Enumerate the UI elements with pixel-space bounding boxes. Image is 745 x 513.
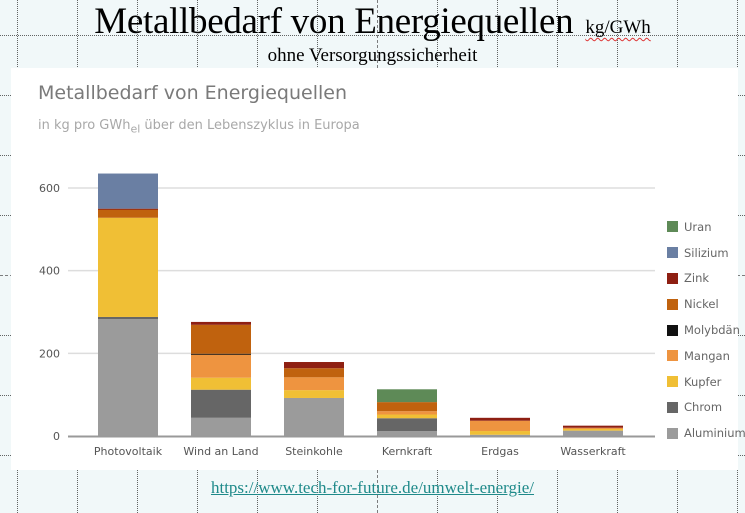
- bar-segment-aluminium: [98, 319, 158, 436]
- bar-segment-nickel: [98, 209, 158, 218]
- legend-label: Kupfer: [684, 374, 722, 389]
- bar-segment-mangan: [191, 354, 251, 378]
- y-tick-label: 0: [53, 430, 60, 443]
- legend-item: Uran: [667, 214, 745, 240]
- legend-item: Chrom: [667, 395, 745, 421]
- x-tick-label: Wind an Land: [183, 445, 258, 458]
- legend-label: Aluminium: [684, 426, 745, 441]
- legend-item: Zink: [667, 266, 745, 292]
- chart-subtitle-sub: el: [130, 122, 141, 136]
- bar-segment-chrom: [377, 418, 437, 432]
- legend-label: Zink: [684, 271, 710, 286]
- legend-label: Uran: [684, 219, 712, 234]
- bar-segment-zink: [191, 321, 251, 325]
- slide-subtitle: ohne Versorgungssicherheit: [267, 45, 478, 66]
- source-link[interactable]: https://www.tech-for-future.de/umwelt-en…: [210, 478, 535, 497]
- bar-segment-kupfer: [377, 414, 437, 419]
- y-tick-label: 600: [39, 182, 60, 195]
- x-tick-label: Steinkohle: [285, 445, 343, 458]
- legend-swatch: [667, 350, 678, 362]
- bar-segment-mangan: [284, 377, 344, 391]
- legend-label: Nickel: [684, 297, 719, 312]
- legend-label: Chrom: [684, 400, 723, 415]
- bar-segment-kupfer: [98, 217, 158, 317]
- bar-segment-aluminium: [470, 434, 530, 436]
- legend-swatch: [667, 324, 678, 336]
- bar-segment-aluminium: [284, 397, 344, 436]
- legend-item: Silizium: [667, 240, 745, 266]
- bar-segment-kupfer: [191, 377, 251, 390]
- legend-swatch: [667, 376, 678, 388]
- bar-segment-kupfer: [563, 428, 623, 431]
- bar-segment-uran: [377, 389, 437, 403]
- y-tick-label: 200: [39, 347, 60, 360]
- bar-segment-zink: [563, 425, 623, 428]
- chart-subtitle: in kg pro GWhel über den Lebenszyklus in…: [38, 118, 360, 136]
- legend-label: Silizium: [684, 245, 729, 260]
- source-link-container: https://www.tech-for-future.de/umwelt-en…: [0, 478, 745, 498]
- legend-label: Mangan: [684, 348, 730, 363]
- bar-segment-aluminium: [377, 431, 437, 436]
- bar-segment-aluminium: [191, 417, 251, 436]
- bar-segment-molybdän: [191, 353, 251, 355]
- bar-segment-nickel: [191, 324, 251, 354]
- slide-title-unit: kg/GWh: [585, 17, 651, 38]
- x-tick-label: Wasserkraft: [560, 445, 626, 458]
- chart-subtitle-post: über den Lebenszyklus in Europa: [140, 118, 360, 133]
- legend-swatch: [667, 298, 678, 310]
- legend-item: Kupfer: [667, 369, 745, 395]
- legend-swatch: [667, 247, 678, 259]
- chart-subtitle-pre: in kg pro GWh: [38, 118, 131, 133]
- bar-segment-nickel: [377, 402, 437, 412]
- bar-segment-zink: [284, 362, 344, 369]
- x-tick-label: Kernkraft: [382, 445, 433, 458]
- legend-swatch: [667, 272, 678, 284]
- legend-item: Mangan: [667, 343, 745, 369]
- bar-segment-chrom: [191, 389, 251, 418]
- bar-segment-mangan: [563, 427, 623, 429]
- bar-segment-aluminium: [563, 430, 623, 436]
- legend-item: Aluminium: [667, 420, 745, 446]
- legend-swatch: [667, 427, 678, 439]
- bar-segment-kupfer: [470, 431, 530, 435]
- legend-item: Molybdän: [667, 317, 745, 343]
- legend-item: Nickel: [667, 291, 745, 317]
- bar-segment-silizium: [98, 173, 158, 209]
- chart-legend: Uran Silizium Zink Nickel Molybdän Mangan Kupf…: [667, 214, 745, 446]
- y-tick-label: 400: [39, 265, 60, 278]
- legend-label: Molybdän: [684, 323, 740, 338]
- guide-line-horizontal: [0, 35, 745, 36]
- x-tick-label: Photovoltaik: [94, 445, 163, 458]
- bar-segment-nickel: [284, 368, 344, 378]
- legend-swatch: [667, 401, 678, 413]
- bar-segment-zink: [98, 208, 158, 210]
- bar-segment-kupfer: [284, 390, 344, 398]
- legend-swatch: [667, 221, 678, 233]
- slide-title-text: Metallbedarf von Energiequellen: [94, 1, 574, 42]
- x-tick-label: Erdgas: [481, 445, 519, 458]
- bar-segment-mangan: [377, 411, 437, 415]
- bar-segment-chrom: [98, 316, 158, 320]
- bar-segment-zink: [470, 417, 530, 421]
- bar-segment-mangan: [470, 420, 530, 432]
- chart-title: Metallbedarf von Energiequellen: [38, 82, 348, 104]
- slide-title: Metallbedarf von Energiequellen kg/GWh: [0, 0, 745, 43]
